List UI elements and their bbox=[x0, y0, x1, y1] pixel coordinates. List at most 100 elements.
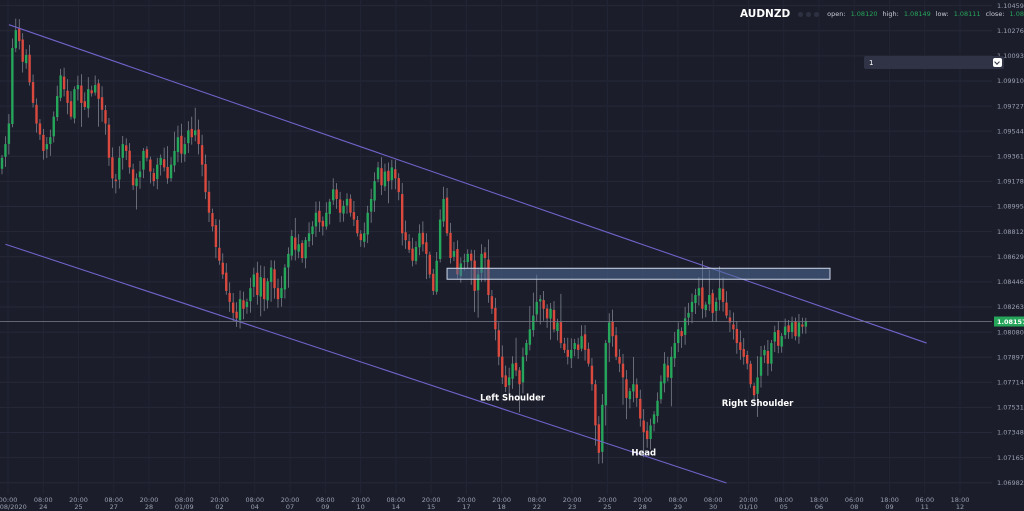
time-axis[interactable]: 00:0020/08/202008:002420:002508:002720:0… bbox=[0, 496, 969, 511]
x-tick-time-label: 20:00 bbox=[563, 496, 582, 504]
candle-bearish bbox=[401, 194, 404, 234]
candlestick-series bbox=[0, 18, 808, 464]
candle-bearish bbox=[583, 334, 587, 350]
candle-bullish bbox=[363, 233, 366, 242]
y-tick-label: 1.08446 bbox=[997, 278, 1024, 286]
header-dots[interactable] bbox=[798, 11, 820, 17]
candle-bearish bbox=[563, 343, 566, 350]
candle-bearish bbox=[162, 159, 166, 168]
candle-bullish bbox=[525, 343, 528, 356]
candle-bullish bbox=[770, 343, 773, 364]
candle-bullish bbox=[307, 233, 311, 242]
x-tick-date-label: 07 bbox=[286, 503, 294, 511]
candle-bullish bbox=[238, 299, 242, 321]
candle-bearish bbox=[104, 110, 107, 124]
chevron-down-icon[interactable] bbox=[993, 58, 1002, 67]
candle-bearish bbox=[614, 335, 618, 357]
candle-bullish bbox=[369, 198, 373, 212]
candle-bullish bbox=[142, 150, 145, 170]
candle-bullish bbox=[93, 85, 97, 93]
y-tick-label: 1.08263 bbox=[997, 303, 1024, 311]
y-tick-label: 1.10276 bbox=[997, 27, 1024, 35]
x-tick-time-label: 08:00 bbox=[34, 496, 53, 504]
candle-bearish bbox=[211, 213, 214, 227]
resistance-zone bbox=[446, 267, 831, 280]
candle-bullish bbox=[287, 253, 290, 268]
dot-icon[interactable] bbox=[814, 11, 820, 17]
candle-bullish bbox=[608, 322, 611, 343]
x-tick-time-label: 18:00 bbox=[810, 496, 829, 504]
high-label: high: bbox=[882, 10, 899, 18]
candle-bullish bbox=[73, 89, 76, 119]
candle-bearish bbox=[752, 385, 756, 396]
candle-bearish bbox=[501, 356, 504, 378]
candle-bullish bbox=[159, 157, 162, 166]
symbol-header: AUDNZD open: 1.08120 high: 1.08149 low: … bbox=[740, 7, 1024, 21]
x-tick-date-label: 01/10 bbox=[739, 503, 758, 511]
x-tick-time-label: 18:00 bbox=[880, 496, 899, 504]
x-tick-time-label: 20:00 bbox=[351, 496, 370, 504]
candle-bearish bbox=[69, 101, 73, 117]
x-tick-date-label: 23 bbox=[568, 503, 576, 511]
x-tick-date-label: 25 bbox=[603, 503, 611, 511]
candle-bearish bbox=[701, 287, 704, 309]
candle-bearish bbox=[432, 273, 435, 291]
y-tick-label: 1.09544 bbox=[997, 127, 1024, 135]
candle-bullish bbox=[759, 356, 763, 376]
candle-bullish bbox=[14, 30, 17, 49]
candle-bullish bbox=[4, 144, 7, 157]
candle-bullish bbox=[632, 384, 635, 392]
x-tick-date-label: 05 bbox=[780, 503, 788, 511]
x-tick-date-label: 14 bbox=[392, 503, 400, 511]
dot-icon[interactable] bbox=[798, 11, 804, 17]
candle-bearish bbox=[200, 145, 204, 165]
candle-bearish bbox=[428, 254, 431, 275]
y-tick-label: 1.09178 bbox=[997, 178, 1024, 186]
y-tick-label: 1.09361 bbox=[997, 152, 1024, 160]
candle-bullish bbox=[659, 381, 663, 400]
candle-bearish bbox=[494, 307, 497, 330]
candle-bullish bbox=[311, 226, 314, 235]
candle-bearish bbox=[425, 242, 428, 254]
candle-bearish bbox=[470, 253, 473, 261]
candle-bearish bbox=[356, 219, 359, 234]
candle-bearish bbox=[746, 354, 749, 364]
x-tick-date-label: 02 bbox=[215, 503, 223, 511]
candle-bullish bbox=[580, 336, 583, 349]
candle-bearish bbox=[28, 54, 31, 83]
low-label: low: bbox=[935, 10, 949, 18]
candle-bearish bbox=[225, 272, 228, 291]
candle-bearish bbox=[190, 128, 193, 138]
candle-bearish bbox=[166, 166, 169, 179]
candle-bearish bbox=[207, 191, 211, 213]
candle-bearish bbox=[221, 262, 224, 275]
interval-select[interactable]: 1 bbox=[864, 56, 1004, 69]
candle-bearish bbox=[749, 363, 752, 385]
y-tick-label: 1.07348 bbox=[997, 429, 1024, 437]
dot-icon[interactable] bbox=[806, 11, 812, 17]
x-tick-time-label: 08:00 bbox=[316, 496, 335, 504]
x-tick-time-label: 20:00 bbox=[492, 496, 511, 504]
candle-bearish bbox=[787, 325, 790, 333]
candle-bullish bbox=[156, 164, 159, 180]
candle-bullish bbox=[121, 144, 124, 158]
symbol-label: AUDNZD bbox=[740, 8, 791, 20]
price-axis[interactable]: 1.10459 1.10276 1.10093 1.09910 1.09727 1.095… bbox=[994, 2, 1024, 487]
candle-bullish bbox=[797, 322, 801, 337]
drawing-overlays[interactable] bbox=[0, 24, 992, 484]
x-tick-date-label: 01/09 bbox=[175, 503, 194, 511]
candle-bearish bbox=[38, 123, 42, 135]
candle-bearish bbox=[449, 232, 452, 258]
x-tick-date-label: 17 bbox=[462, 503, 470, 511]
candle-bullish bbox=[269, 267, 273, 283]
candle-bullish bbox=[49, 137, 52, 145]
candle-bearish bbox=[318, 210, 321, 223]
current-price-badge bbox=[994, 316, 1024, 327]
candle-bullish bbox=[708, 295, 711, 305]
candle-bullish bbox=[780, 336, 783, 347]
candle-bearish bbox=[739, 342, 742, 350]
x-tick-time-label: 20:00 bbox=[598, 496, 617, 504]
candle-bearish bbox=[642, 420, 645, 433]
